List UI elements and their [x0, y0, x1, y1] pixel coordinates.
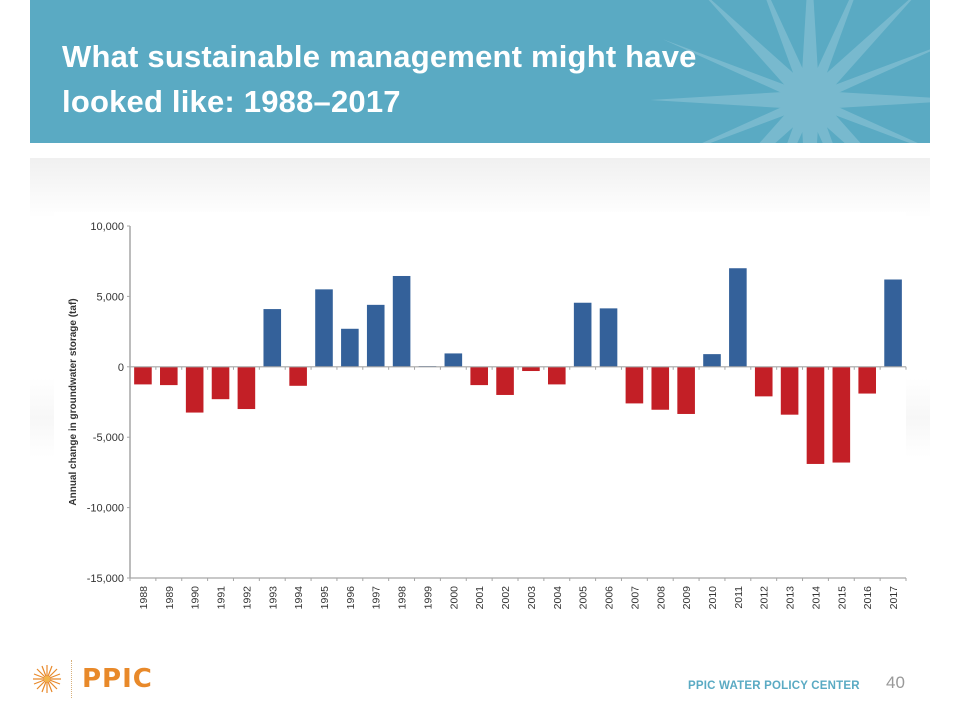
x-tick-label: 2006 [604, 586, 616, 610]
bar-2016 [858, 366, 876, 394]
bar-2006 [599, 308, 618, 367]
x-tick-label: 2004 [552, 586, 564, 610]
bar-1994 [289, 366, 307, 386]
y-tick-label: 0 [118, 362, 124, 374]
chart-panel [30, 158, 930, 628]
x-tick-label: 2017 [888, 586, 900, 610]
slide-header: What sustainable management might have l… [30, 0, 930, 143]
x-tick-label: 2005 [578, 586, 590, 610]
x-tick-label: 2013 [785, 586, 797, 610]
x-tick-label: 1993 [267, 586, 279, 610]
ppic-logo: PPIC [30, 660, 160, 700]
bar-1998 [392, 275, 411, 367]
title-line-2: looked like: 1988–2017 [62, 84, 401, 119]
y-tick-label: -10,000 [87, 503, 124, 515]
x-tick-label: 1999 [422, 586, 434, 610]
bar-2011 [729, 268, 747, 367]
x-tick-label: 1991 [216, 586, 228, 610]
bar-2012 [754, 366, 773, 397]
slide-title: What sustainable management might have l… [62, 34, 697, 124]
bar-1995 [315, 289, 333, 367]
bar-1991 [211, 366, 230, 400]
x-tick-label: 2009 [681, 586, 693, 610]
x-tick-label: 2010 [707, 586, 719, 610]
x-tick-label: 2007 [629, 586, 641, 610]
x-tick-label: 2011 [733, 586, 745, 609]
bar-1989 [160, 366, 178, 386]
title-line-1: What sustainable management might have [62, 39, 697, 74]
x-tick-label: 1988 [138, 586, 150, 610]
x-tick-label: 1994 [293, 586, 305, 610]
x-tick-label: 1998 [397, 586, 409, 610]
bar-1996 [341, 328, 359, 367]
bar-2000 [444, 353, 463, 367]
bar-2004 [548, 366, 566, 385]
x-tick-label: 2001 [474, 586, 486, 610]
chart-panel-inner [54, 212, 906, 622]
x-tick-label: 2012 [759, 586, 771, 610]
bar-2010 [703, 354, 721, 367]
y-tick-label: 5,000 [96, 291, 124, 303]
x-tick-label: 1996 [345, 586, 357, 610]
x-tick-label: 1990 [190, 586, 202, 610]
sun-logo-icon [33, 665, 61, 693]
bar-2013 [780, 366, 799, 415]
bar-2007 [625, 366, 644, 404]
bar-2014 [806, 366, 825, 464]
y-tick-label: -5,000 [93, 432, 124, 444]
logo-divider [71, 660, 72, 698]
bar-2009 [677, 366, 695, 414]
bar-1990 [185, 366, 204, 413]
x-tick-label: 2002 [500, 586, 512, 610]
bar-2003 [522, 366, 540, 372]
y-tick-label: 10,000 [90, 221, 124, 233]
bar-1992 [237, 366, 256, 410]
x-tick-label: 1995 [319, 586, 331, 610]
bar-2008 [651, 366, 670, 410]
bar-2001 [470, 366, 488, 386]
x-tick-label: 2003 [526, 586, 538, 610]
x-tick-label: 2008 [655, 586, 667, 610]
x-tick-label: 1989 [164, 586, 176, 610]
bar-1988 [134, 366, 152, 385]
bar-2015 [832, 366, 851, 463]
x-tick-label: 2014 [810, 586, 822, 610]
bar-2002 [496, 366, 514, 395]
sunburst-decoration-icon [650, 0, 930, 143]
x-tick-label: 1992 [241, 586, 253, 610]
center-name: PPIC WATER POLICY CENTER [688, 680, 860, 692]
bar-2017 [884, 279, 902, 367]
bar-1997 [366, 304, 385, 367]
page-number: 40 [886, 673, 905, 692]
x-tick-label: 2016 [862, 586, 874, 610]
bar-1993 [263, 309, 282, 367]
y-tick-label: -15,000 [87, 573, 124, 585]
x-tick-label: 2000 [448, 586, 460, 610]
bars-group [134, 268, 902, 464]
ppic-wordmark: PPIC [82, 664, 153, 694]
y-axis-label: Annual change in groundwater storage (ta… [68, 298, 79, 505]
x-tick-label: 1997 [371, 586, 383, 610]
bar-2005 [573, 302, 592, 367]
x-tick-label: 2015 [836, 586, 848, 610]
axes-group: 10,000 5,000 0 -5,000 -10,000 -15,000 1988 1989… [87, 221, 907, 610]
